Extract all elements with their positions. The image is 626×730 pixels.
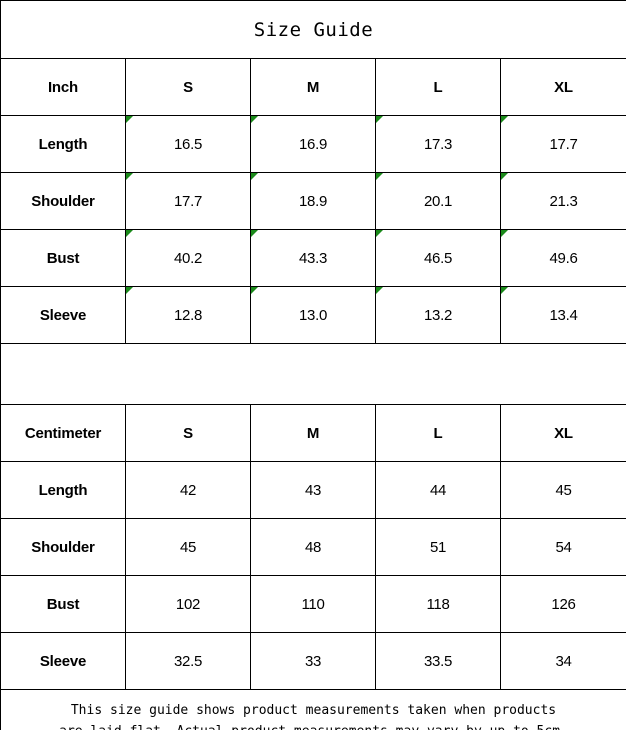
page-title: Size Guide: [0, 0, 626, 59]
table-row: Shoulder 45 48 51 54: [0, 518, 626, 576]
table-row: Bust 40.2 43.3 46.5 49.6: [0, 229, 626, 287]
title-row: Size Guide: [0, 0, 626, 59]
measurement-label-shoulder-inch: Shoulder: [0, 172, 126, 230]
size-header-l-inch: L: [375, 58, 501, 116]
size-header-l-centimeter: L: [375, 404, 501, 462]
cell-length-m-centimeter: 43: [250, 461, 376, 519]
cell-bust-s-centimeter: 102: [125, 575, 251, 633]
comment-marker-icon: [126, 173, 133, 180]
cell-sleeve-xl-inch: 13.4: [500, 286, 626, 344]
comment-marker-icon: [251, 173, 258, 180]
footer-row: This size guide shows product measuremen…: [0, 689, 626, 730]
cell-shoulder-xl-centimeter: 54: [500, 518, 626, 576]
cell-length-s-inch: 16.5: [125, 115, 251, 173]
unit-header-centimeter: Centimeter: [0, 404, 126, 462]
comment-marker-icon: [501, 116, 508, 123]
cell-bust-l-centimeter: 118: [375, 575, 501, 633]
comment-marker-icon: [126, 116, 133, 123]
comment-marker-icon: [251, 287, 258, 294]
cell-sleeve-m-centimeter: 33: [250, 632, 376, 690]
table-row: Length 16.5 16.9 17.3 17.7: [0, 115, 626, 173]
comment-marker-icon: [501, 287, 508, 294]
measurement-label-length-inch: Length: [0, 115, 126, 173]
measurement-label-length-centimeter: Length: [0, 461, 126, 519]
cell-sleeve-l-inch: 13.2: [375, 286, 501, 344]
cell-length-s-centimeter: 42: [125, 461, 251, 519]
cell-bust-l-inch: 46.5: [375, 229, 501, 287]
table-row: Sleeve 12.8 13.0 13.2 13.4: [0, 286, 626, 344]
cell-sleeve-xl-centimeter: 34: [500, 632, 626, 690]
cell-shoulder-l-inch: 20.1: [375, 172, 501, 230]
spacer-row: [0, 343, 626, 405]
comment-marker-icon: [126, 287, 133, 294]
comment-marker-icon: [376, 230, 383, 237]
cell-shoulder-s-inch: 17.7: [125, 172, 251, 230]
footer-note-line-2: are laid flat. Actual product measuremen…: [1, 721, 626, 730]
measurement-label-sleeve-inch: Sleeve: [0, 286, 126, 344]
measurement-label-sleeve-centimeter: Sleeve: [0, 632, 126, 690]
size-header-xl-centimeter: XL: [500, 404, 626, 462]
cell-length-m-inch: 16.9: [250, 115, 376, 173]
cell-bust-xl-centimeter: 126: [500, 575, 626, 633]
unit-header-inch: Inch: [0, 58, 126, 116]
cell-bust-s-inch: 40.2: [125, 229, 251, 287]
table-row: Sleeve 32.5 33 33.5 34: [0, 632, 626, 690]
size-header-m-centimeter: M: [250, 404, 376, 462]
table-row: Shoulder 17.7 18.9 20.1 21.3: [0, 172, 626, 230]
measurement-label-bust-centimeter: Bust: [0, 575, 126, 633]
cell-bust-m-centimeter: 110: [250, 575, 376, 633]
cell-shoulder-l-centimeter: 51: [375, 518, 501, 576]
cell-shoulder-s-centimeter: 45: [125, 518, 251, 576]
cell-length-xl-inch: 17.7: [500, 115, 626, 173]
spacer-cell: [0, 343, 626, 405]
cell-shoulder-m-centimeter: 48: [250, 518, 376, 576]
table-row: Length 42 43 44 45: [0, 461, 626, 519]
comment-marker-icon: [376, 287, 383, 294]
cell-sleeve-m-inch: 13.0: [250, 286, 376, 344]
cell-shoulder-xl-inch: 21.3: [500, 172, 626, 230]
cell-bust-m-inch: 43.3: [250, 229, 376, 287]
cell-sleeve-l-centimeter: 33.5: [375, 632, 501, 690]
cell-shoulder-m-inch: 18.9: [250, 172, 376, 230]
cell-bust-xl-inch: 49.6: [500, 229, 626, 287]
footer-note: This size guide shows product measuremen…: [0, 689, 626, 730]
size-header-m-inch: M: [250, 58, 376, 116]
comment-marker-icon: [376, 173, 383, 180]
table-row: Bust 102 110 118 126: [0, 575, 626, 633]
cell-sleeve-s-inch: 12.8: [125, 286, 251, 344]
cell-sleeve-s-centimeter: 32.5: [125, 632, 251, 690]
header-row-centimeter: Centimeter S M L XL: [0, 404, 626, 462]
comment-marker-icon: [126, 230, 133, 237]
header-row-inch: Inch S M L XL: [0, 58, 626, 116]
cell-length-l-centimeter: 44: [375, 461, 501, 519]
comment-marker-icon: [251, 116, 258, 123]
comment-marker-icon: [376, 116, 383, 123]
size-header-s-centimeter: S: [125, 404, 251, 462]
cell-length-xl-centimeter: 45: [500, 461, 626, 519]
measurement-label-bust-inch: Bust: [0, 229, 126, 287]
comment-marker-icon: [501, 173, 508, 180]
measurement-label-shoulder-centimeter: Shoulder: [0, 518, 126, 576]
footer-note-line-1: This size guide shows product measuremen…: [70, 703, 557, 718]
size-header-s-inch: S: [125, 58, 251, 116]
size-header-xl-inch: XL: [500, 58, 626, 116]
comment-marker-icon: [251, 230, 258, 237]
cell-length-l-inch: 17.3: [375, 115, 501, 173]
comment-marker-icon: [501, 230, 508, 237]
